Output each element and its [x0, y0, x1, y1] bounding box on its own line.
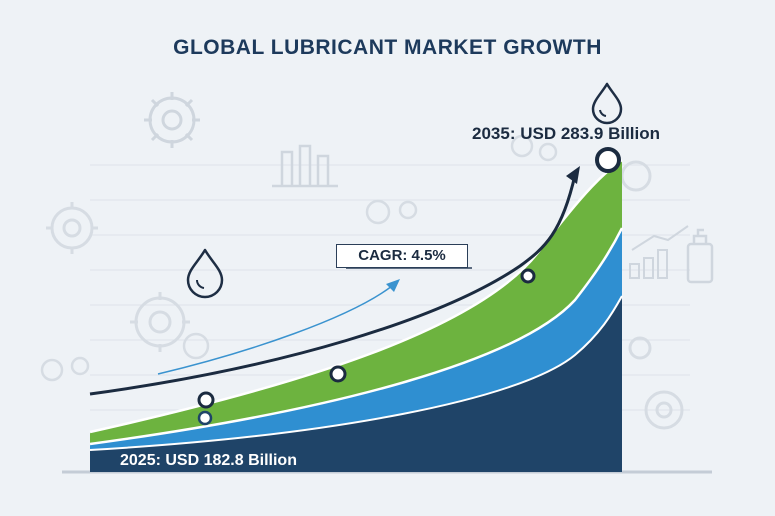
gear-icon	[40, 332, 210, 382]
layer-separator-line	[89, 227, 624, 446]
trend-arrow-line	[89, 174, 577, 396]
factory-icon	[272, 144, 338, 188]
layer-base-area	[90, 296, 622, 472]
end-marker	[595, 147, 621, 173]
bar-chart-icon	[629, 225, 689, 279]
gear-icon	[620, 160, 684, 430]
layer-separator-line	[89, 295, 623, 451]
start-value-label: 2025: USD 182.8 Billion	[120, 452, 297, 469]
gear-icon	[46, 202, 98, 254]
end-value-label: 2035: USD 283.9 Billion	[472, 124, 661, 143]
gear-icon	[144, 92, 200, 148]
data-marker	[197, 268, 536, 409]
oil-drop-icon	[186, 248, 224, 299]
oil-drop-icon	[591, 82, 623, 125]
gear-icon	[130, 292, 190, 352]
cagr-arrow-head	[386, 279, 400, 292]
layer-separator-line	[89, 158, 623, 434]
oil-bottle-icon	[686, 228, 714, 284]
start-marker	[197, 410, 213, 426]
gear-icon	[365, 134, 558, 225]
chart-title: GLOBAL LUBRICANT MARKET GROWTH	[173, 36, 602, 59]
trend-arrow-head	[566, 166, 580, 184]
cagr-arrow-line	[157, 285, 393, 375]
cagr-label: CAGR: 4.5%	[336, 244, 468, 268]
